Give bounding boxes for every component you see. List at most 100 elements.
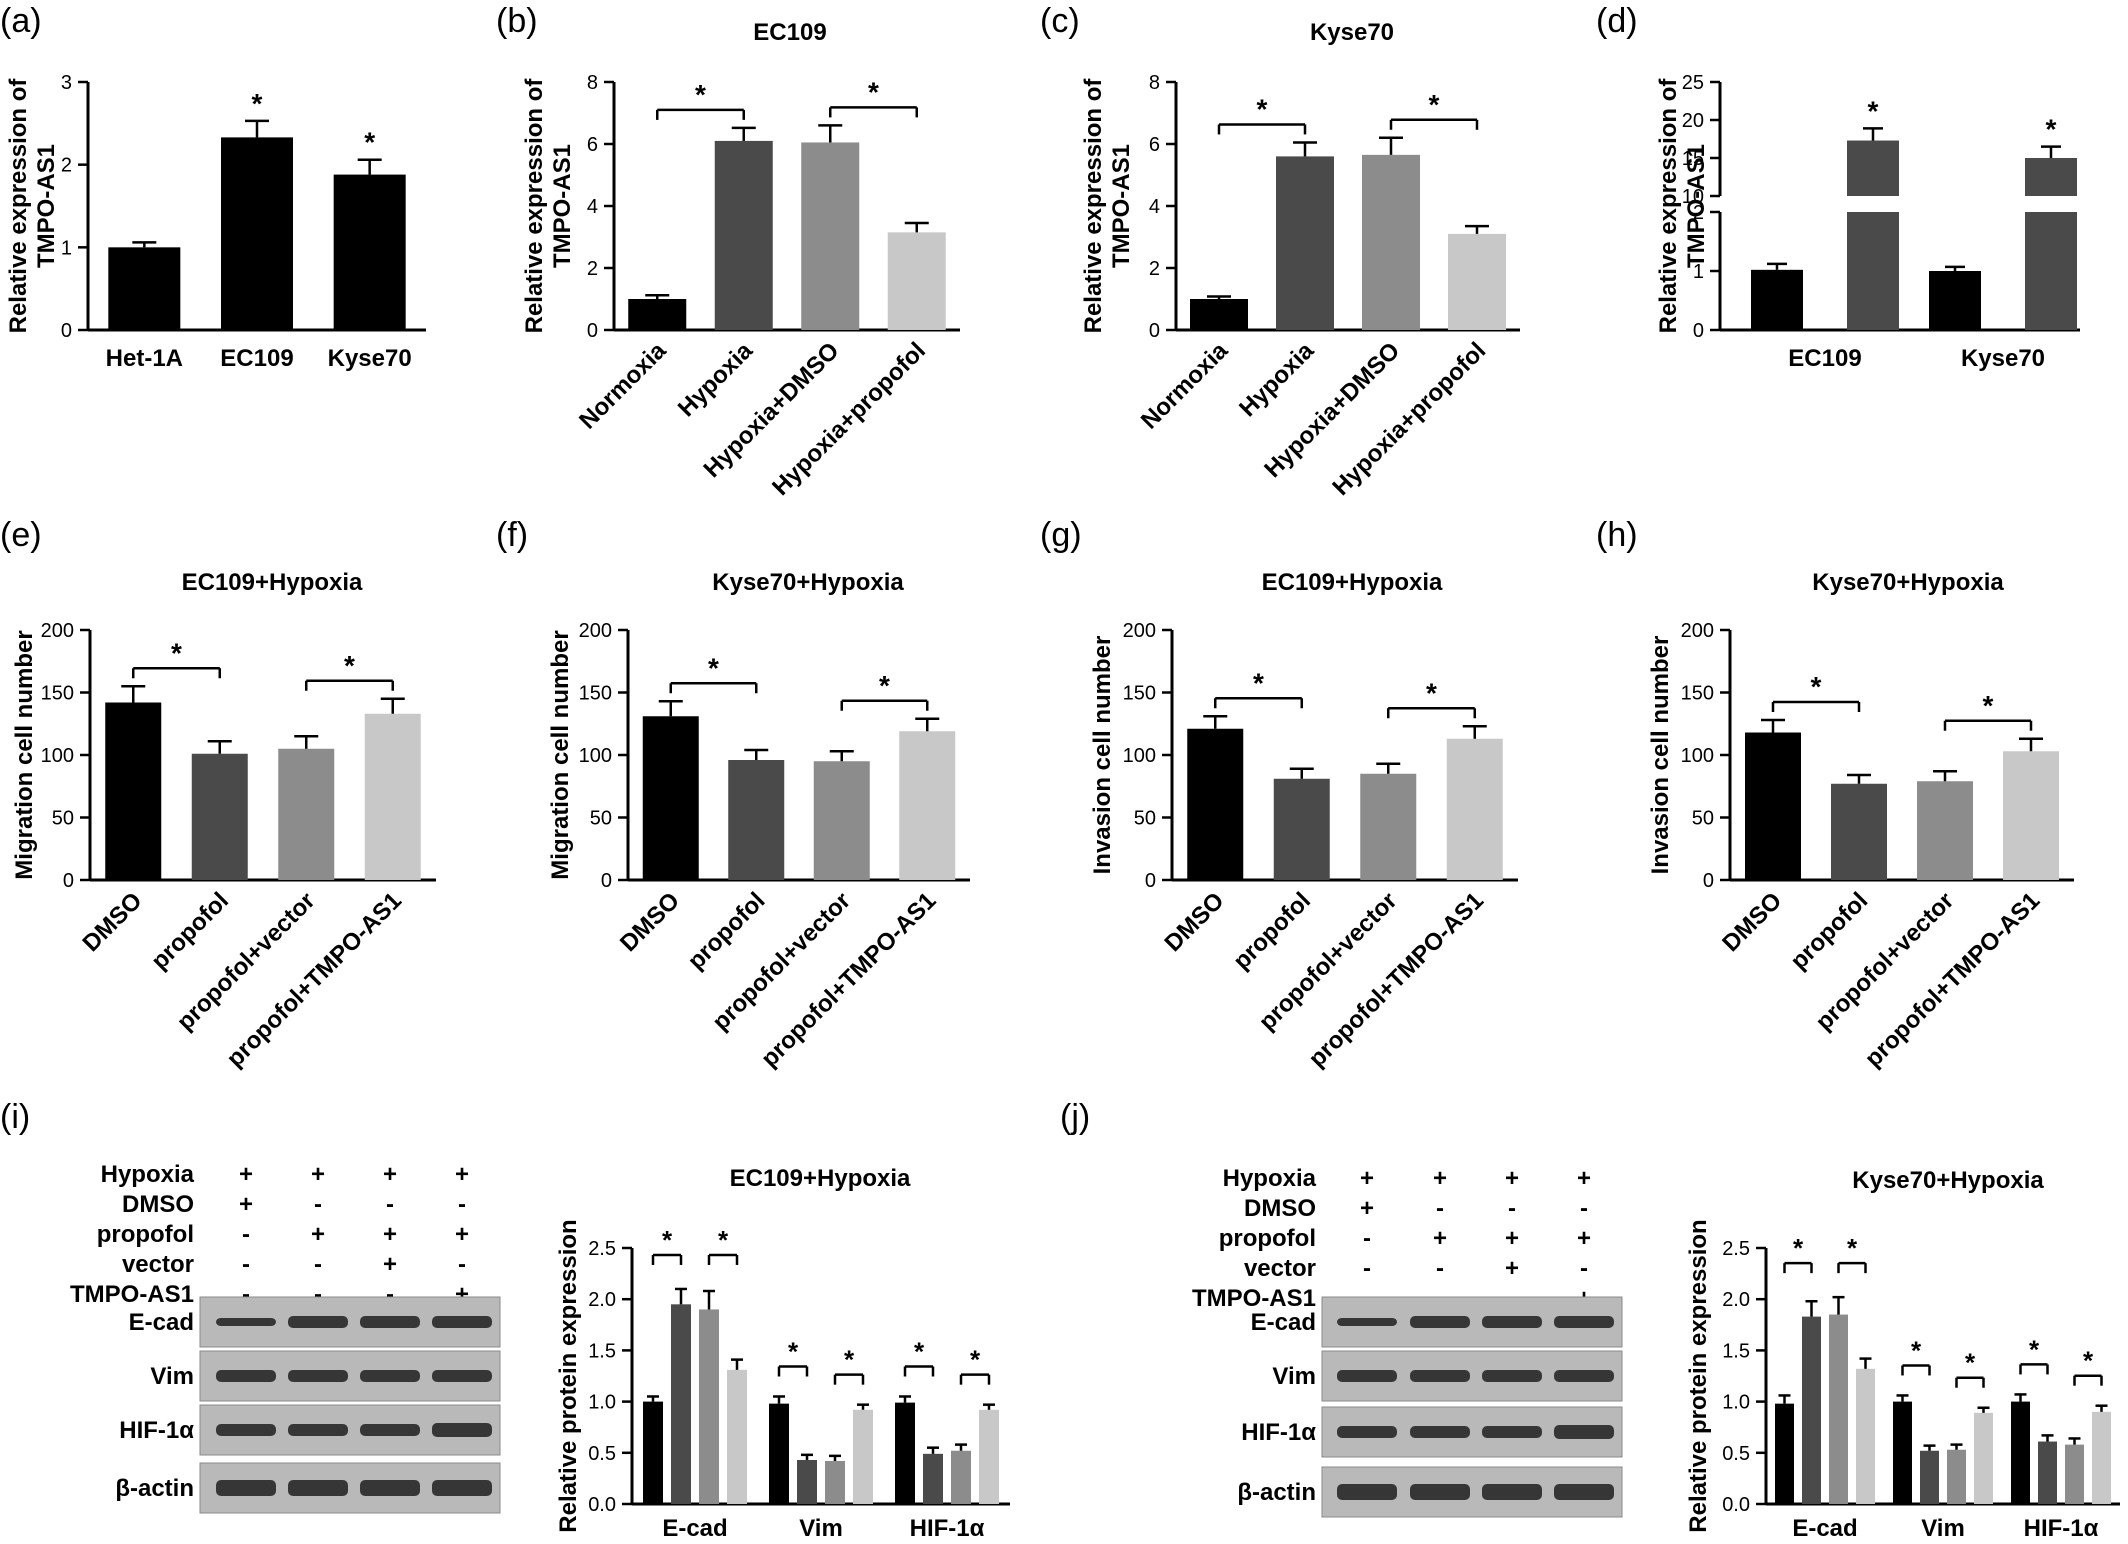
condition-mark: + — [1505, 1165, 1519, 1192]
y-tick-label: 2.0 — [588, 1289, 616, 1311]
condition-mark: + — [1360, 1195, 1374, 1222]
blot-band — [360, 1480, 420, 1496]
bar — [1190, 299, 1248, 330]
panel-letter: (c) — [1040, 2, 1080, 40]
x-tick-label: propofol+TMPO-AS1 — [756, 887, 941, 1072]
y-axis-label: Relative expression of — [1655, 78, 1682, 334]
bar — [671, 1304, 691, 1504]
x-tick-label: E-cad — [662, 1515, 727, 1542]
condition-label: Hypoxia — [1223, 1165, 1317, 1192]
x-tick-label: propofol+TMPO-AS1 — [1860, 887, 2045, 1072]
y-tick-label: 100 — [1681, 745, 1714, 767]
bar — [1448, 233, 1506, 330]
bar — [364, 713, 421, 880]
y-tick-label: 4 — [587, 196, 598, 218]
y-tick-label: 8 — [587, 72, 598, 94]
blot-band — [1337, 1484, 1397, 1500]
panel-letter: (j) — [1060, 1098, 1090, 1136]
condition-mark: + — [383, 1251, 397, 1278]
bar — [628, 299, 687, 330]
bar — [1802, 1316, 1821, 1504]
bar — [895, 1402, 915, 1504]
bar — [2025, 212, 2077, 330]
significance-star: * — [1911, 1335, 1922, 1365]
blot-band — [1482, 1316, 1542, 1328]
condition-mark: + — [311, 1221, 325, 1248]
y-tick-label: 100 — [41, 745, 74, 767]
y-tick-label: 1.5 — [1722, 1340, 1750, 1362]
bar — [643, 1401, 663, 1504]
condition-mark: + — [1433, 1225, 1447, 1252]
blot-band — [1410, 1426, 1470, 1438]
significance-star: * — [1793, 1233, 1804, 1263]
y-tick-label: 2 — [61, 155, 72, 177]
condition-label: propofol — [1219, 1225, 1316, 1252]
y-tick-label: 50 — [1134, 808, 1156, 830]
y-tick-label: 1.5 — [588, 1340, 616, 1362]
bar — [1929, 271, 1981, 330]
condition-mark: + — [239, 1161, 253, 1188]
y-tick-label: 0.0 — [1722, 1494, 1750, 1516]
blot-row-label: β-actin — [115, 1475, 194, 1502]
blot-band — [1482, 1426, 1542, 1438]
panel-j: (j) Kyse70+Hypoxia Relative protein expres… — [1060, 1098, 2120, 1542]
condition-mark: + — [1505, 1255, 1519, 1282]
x-tick-label: EC109 — [1788, 345, 1861, 372]
condition-mark: - — [242, 1281, 250, 1308]
bar — [1273, 778, 1330, 880]
blot-band — [1337, 1426, 1397, 1438]
y-axis-label: Invasion cell number — [1089, 636, 1116, 875]
y-tick-label: 8 — [1149, 72, 1160, 94]
bar — [191, 753, 248, 880]
blot-band — [1554, 1484, 1614, 1500]
panel-e: (e) EC109+Hypoxia Migration cell number 0 50… — [0, 516, 436, 1073]
bar — [727, 1369, 747, 1504]
significance-star: * — [718, 1225, 729, 1255]
x-tick-label: Hypoxia — [673, 337, 759, 423]
bar — [1847, 140, 1899, 196]
condition-mark: - — [458, 1191, 466, 1218]
x-tick-label: DMSO — [1159, 887, 1229, 957]
bar — [813, 761, 870, 880]
significance-star: * — [1983, 690, 1994, 721]
significance-star: * — [1426, 677, 1437, 708]
blot-band — [1554, 1316, 1614, 1328]
y-tick-label: 50 — [590, 808, 612, 830]
condition-mark: - — [314, 1281, 322, 1308]
western-blot-j: Hypoxia + + + + DMSO + - - - propofol - + + + vector - - +… — [1192, 1165, 1623, 1518]
blot-band — [288, 1424, 348, 1436]
bar — [221, 137, 293, 330]
x-tick-label: propofol — [683, 887, 771, 975]
blot-band — [1410, 1484, 1470, 1500]
condition-mark: + — [1505, 1225, 1519, 1252]
y-tick-label: 100 — [1123, 745, 1156, 767]
condition-mark: - — [386, 1191, 394, 1218]
panel-i: (i) EC109+Hypoxia Relative protein express… — [0, 1098, 1010, 1542]
bar — [2038, 1441, 2057, 1504]
condition-mark: - — [314, 1191, 322, 1218]
y-tick-label: 6 — [587, 134, 598, 156]
y-tick-label: 1.0 — [1722, 1392, 1750, 1414]
blot-band — [1482, 1484, 1542, 1500]
bar — [825, 1460, 845, 1504]
blot-row-label: Vim — [1272, 1363, 1316, 1390]
y-tick-label: 25 — [1682, 72, 1704, 94]
blot-band — [360, 1316, 420, 1328]
x-tick-label: EC109 — [220, 345, 293, 372]
x-tick-label: Normoxia — [1136, 337, 1234, 435]
panel-letter: (a) — [0, 2, 42, 40]
y-tick-label: 0 — [1145, 870, 1156, 892]
bar — [887, 232, 946, 330]
significance-star: * — [1429, 89, 1440, 120]
panel-f: (f) Kyse70+Hypoxia Migration cell number 0 5… — [496, 516, 970, 1073]
bar — [2003, 751, 2059, 880]
western-blot-i: Hypoxia + + + + DMSO + - - - propofol - + + + vector - - +… — [70, 1161, 501, 1514]
bar — [1187, 728, 1244, 880]
bar — [1893, 1401, 1912, 1504]
y-tick-label: 200 — [1681, 620, 1714, 642]
x-tick-label: Vim — [1921, 1515, 1965, 1542]
condition-mark: - — [1508, 1195, 1516, 1222]
y-tick-label: 150 — [1123, 683, 1156, 705]
bar — [1917, 781, 1973, 880]
